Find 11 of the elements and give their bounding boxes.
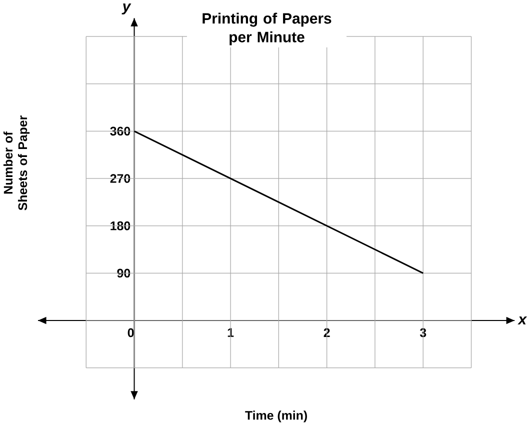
x-axis-title: Time (min) <box>245 410 307 422</box>
y-axis-title: Number of Sheets of Paper <box>3 116 30 210</box>
x-tick-label: 3 <box>420 328 426 338</box>
text: x <box>518 316 528 325</box>
y-tick-label: 270 <box>110 174 130 184</box>
y-tick-label: 180 <box>110 222 130 230</box>
text: y <box>122 4 132 15</box>
chart-title: Printing of Papers per Minute <box>202 12 332 46</box>
x-tick-label: 1 <box>228 328 234 337</box>
x-tick-label: 2 <box>324 328 330 338</box>
x-tick-label: 0 <box>128 328 134 338</box>
